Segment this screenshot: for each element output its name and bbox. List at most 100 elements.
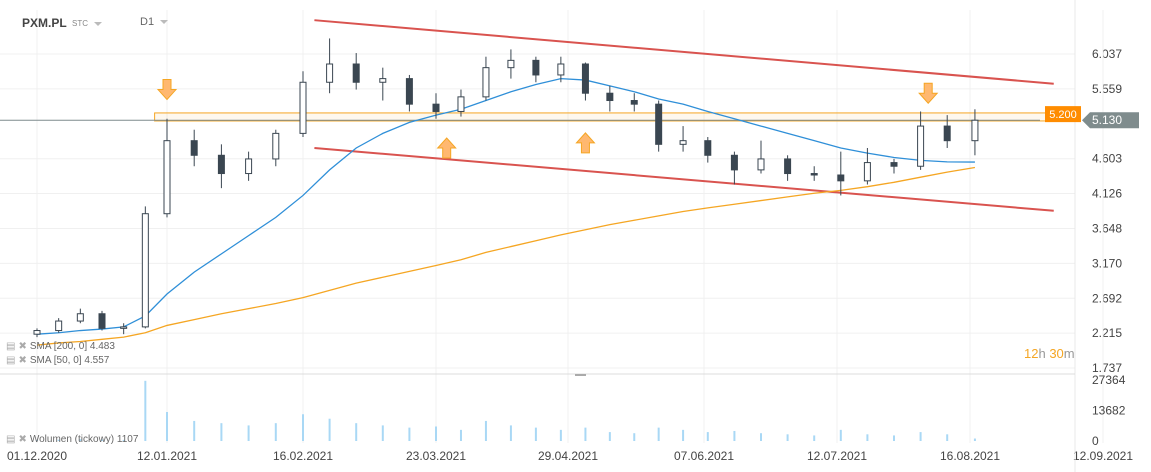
candle-body [33, 330, 41, 335]
candle [76, 308, 84, 324]
candle [757, 140, 765, 174]
level-tag-label: 5.200 [1049, 109, 1077, 121]
timeframe-selector[interactable]: D1 [140, 16, 169, 28]
x-tick-label: 01.12.2020 [7, 449, 67, 463]
trend-channel-line [314, 146, 1054, 212]
candle-body [163, 140, 171, 215]
current-price-tag [1082, 112, 1139, 129]
arrow-down-icon [918, 82, 939, 104]
candle-body [943, 125, 951, 142]
candle-body [890, 162, 898, 167]
candle [482, 56, 490, 101]
candle [679, 126, 687, 152]
candle-body [405, 78, 413, 105]
candle [971, 109, 979, 156]
candle [55, 318, 63, 333]
candle [704, 137, 712, 163]
chevron-down-icon [160, 20, 169, 25]
candle-body [272, 132, 280, 160]
candle [943, 115, 951, 148]
x-tick-label: 07.06.2021 [674, 449, 734, 463]
y-tick-label: 2.215 [1092, 326, 1122, 340]
close-icon[interactable]: ✖ [18, 341, 27, 352]
market-label: STC [72, 19, 88, 28]
candle-body [557, 63, 565, 76]
y-tick-label: 6.037 [1092, 47, 1122, 61]
candle-body [120, 326, 128, 329]
y-tick-label: 3.648 [1092, 221, 1122, 235]
candle-body [55, 320, 63, 332]
x-tick-label: 12.07.2021 [807, 449, 867, 463]
candle-body [76, 313, 84, 322]
candle [217, 144, 225, 189]
volume-tick-label: 27364 [1092, 373, 1126, 387]
close-icon[interactable]: ✖ [18, 355, 27, 366]
candle [730, 151, 738, 185]
candle-body [581, 63, 589, 94]
candle [606, 85, 614, 112]
candle-body [679, 140, 687, 145]
volume-label: Wolumen (tickowy) 1107 [29, 434, 139, 445]
legend-sma50[interactable]: ▤ ✖ SMA [50, 0] 4.557 [6, 355, 109, 366]
y-tick-label: 4.126 [1092, 187, 1122, 201]
market-selector[interactable]: STC [72, 19, 102, 28]
menu-icon[interactable]: ▤ [6, 355, 16, 366]
candle-body [971, 119, 979, 142]
candle [98, 310, 106, 331]
candle [120, 323, 128, 335]
sma200-line [36, 166, 976, 346]
x-tick-label: 16.02.2021 [273, 449, 333, 463]
candle [457, 89, 465, 117]
candle-body [810, 173, 818, 176]
candle-body [655, 103, 663, 145]
candle [299, 71, 307, 138]
candle-body [379, 78, 387, 83]
y-tick-label: 5.559 [1092, 82, 1122, 96]
trend-channel-line [314, 19, 1054, 85]
x-tick-label: 23.03.2021 [406, 449, 466, 463]
y-tick-label: 3.170 [1092, 256, 1122, 270]
menu-icon[interactable]: ▤ [6, 434, 16, 445]
arrow-up-icon [436, 137, 457, 159]
close-icon[interactable]: ✖ [18, 434, 27, 445]
candle-body [606, 92, 614, 102]
legend-volume[interactable]: ▤ ✖ Wolumen (tickowy) 1107 [6, 434, 138, 445]
candle-timer: 12h 30m [1024, 346, 1075, 361]
candle [581, 62, 589, 101]
sma50-line [36, 77, 975, 335]
candle-body [630, 100, 638, 105]
candle [163, 118, 171, 218]
candle-body [457, 96, 465, 112]
candle [655, 100, 663, 152]
candle [33, 328, 41, 338]
y-tick-label: 4.603 [1092, 152, 1122, 166]
candle [810, 166, 818, 181]
current-price-label: 5.130 [1092, 113, 1122, 127]
candle-body [863, 162, 871, 182]
candle-body [532, 59, 540, 76]
candle [630, 93, 638, 112]
candle [432, 93, 440, 119]
candle-body [245, 158, 253, 175]
candle-body [98, 313, 106, 329]
candle [557, 56, 565, 83]
candle [190, 129, 198, 167]
candle [272, 129, 280, 167]
symbol-label[interactable]: PXM.PL [22, 16, 67, 30]
menu-icon[interactable]: ▤ [6, 341, 16, 352]
legend-sma200[interactable]: ▤ ✖ SMA [200, 0] 4.483 [6, 341, 115, 352]
candle-body [217, 154, 225, 175]
candle-body [482, 67, 490, 98]
candle-body [507, 59, 515, 69]
candle [532, 56, 540, 83]
arrow-up-icon [575, 132, 596, 154]
chevron-down-icon [94, 21, 102, 26]
candle [326, 38, 334, 94]
candle-body [757, 158, 765, 171]
candle [784, 155, 792, 181]
candle [507, 49, 515, 79]
volume-tick-label: 13682 [1092, 404, 1126, 418]
candle-body [299, 81, 307, 134]
